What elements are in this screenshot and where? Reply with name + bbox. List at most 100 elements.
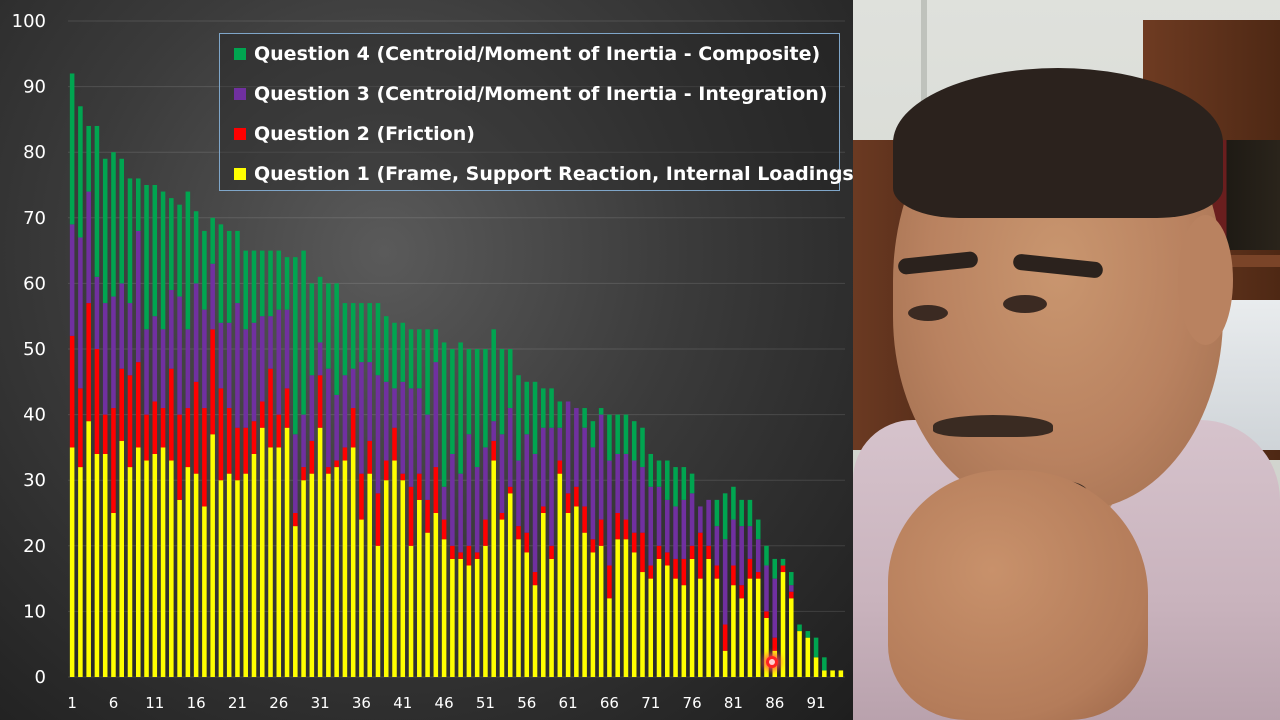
bar-segment-q4 <box>788 572 794 586</box>
bar-segment-q2 <box>615 513 620 540</box>
bar-segment-q4 <box>822 657 827 671</box>
bar-segment-q1 <box>706 558 711 677</box>
bar-segment-q3 <box>119 283 125 369</box>
bar-segment-q4 <box>202 230 207 310</box>
bar-segment-q4 <box>210 217 215 264</box>
webcam-video <box>853 0 1280 720</box>
bar-segment-q3 <box>293 434 298 513</box>
bar-segment-q2 <box>152 401 158 454</box>
bar-segment-q2 <box>689 545 695 559</box>
bar-segment-q1 <box>276 447 282 677</box>
bar-segment-q1 <box>830 670 835 677</box>
bar-segment-q2 <box>648 565 654 579</box>
bar-segment-q1 <box>135 447 141 677</box>
bar-segment-q4 <box>524 381 530 435</box>
bar-segment-q3 <box>474 467 480 553</box>
bar-segment-q3 <box>94 276 100 349</box>
bar-segment-q4 <box>747 499 753 527</box>
bar-segment-q4 <box>367 303 372 363</box>
bar-segment-q3 <box>714 526 720 566</box>
bar-segment-q1 <box>293 526 298 677</box>
bar-segment-q2 <box>127 375 133 468</box>
bar-segment-q4 <box>681 467 687 500</box>
bar-segment-q4 <box>193 211 199 284</box>
bar-segment-q2 <box>86 303 91 422</box>
bar-segment-q4 <box>615 414 620 454</box>
x-tick-label: 61 <box>559 694 578 712</box>
bar-segment-q2 <box>541 506 546 513</box>
bar-segment-q4 <box>86 125 91 192</box>
bar-segment-q2 <box>301 467 306 481</box>
bar-segment-q3 <box>450 453 455 546</box>
legend-item-q3: Question 3 (Centroid/Moment of Inertia -… <box>234 82 828 106</box>
bar-segment-q2 <box>607 565 612 599</box>
bar-segment-q3 <box>499 434 505 513</box>
bar-segment-q3 <box>86 191 91 304</box>
bar-segment-q4 <box>590 421 596 448</box>
bar-segment-q2 <box>185 408 191 468</box>
bar-segment-q3 <box>549 427 554 546</box>
bar-segment-q1 <box>392 460 397 677</box>
bar-segment-q3 <box>383 381 389 461</box>
bar-segment-q1 <box>102 453 108 677</box>
mustache <box>933 415 1053 437</box>
bar-segment-q4 <box>251 250 257 323</box>
x-tick-label: 46 <box>435 694 454 712</box>
bar-segment-q1 <box>797 631 802 677</box>
bar-segment-q1 <box>210 434 215 677</box>
legend: Question 4 (Centroid/Moment of Inertia -… <box>219 33 853 191</box>
bar-segment-q1 <box>788 598 794 677</box>
bar-segment-q2 <box>367 440 372 474</box>
bar-segment-q1 <box>301 480 306 677</box>
bar-segment-q1 <box>516 539 521 677</box>
bar-segment-q1 <box>474 558 480 677</box>
bar-segment-q1 <box>665 565 670 677</box>
bar-segment-q3 <box>301 414 306 468</box>
bar-segment-q3 <box>747 526 753 559</box>
bar-segment-q1 <box>557 473 563 677</box>
bar-segment-q3 <box>557 427 563 461</box>
hand <box>888 470 1148 720</box>
x-tick-label: 31 <box>311 694 330 712</box>
legend-swatch-q4 <box>234 48 246 60</box>
bar-segment-q4 <box>160 191 166 330</box>
bar-segment-q3 <box>689 493 695 546</box>
bar-segment-q3 <box>202 309 207 409</box>
bar-segment-q3 <box>648 486 654 566</box>
bar-segment-q3 <box>169 289 174 369</box>
bar-segment-q1 <box>565 513 571 677</box>
bar-segment-q3 <box>392 388 397 428</box>
bar-segment-q4 <box>135 178 141 231</box>
bar-segment-q4 <box>797 624 802 632</box>
bar-segment-q2 <box>293 513 298 527</box>
bar-segment-q3 <box>656 486 662 546</box>
bar-segment-q3 <box>607 460 612 566</box>
bar-segment-q4 <box>458 342 463 474</box>
bar-segment-q4 <box>293 257 298 435</box>
bar-segment-q4 <box>185 191 191 330</box>
bar-segment-q1 <box>119 440 125 677</box>
bar-segment-q1 <box>549 558 554 677</box>
bar-segment-q4 <box>169 198 174 290</box>
bar-segment-q1 <box>160 447 166 677</box>
legend-label-q3: Question 3 (Centroid/Moment of Inertia -… <box>254 83 828 105</box>
bar-segment-q4 <box>640 427 645 468</box>
bar-segment-q2 <box>747 558 753 579</box>
x-tick-label: 41 <box>393 694 412 712</box>
bar-segment-q1 <box>631 552 637 677</box>
x-tick-label: 86 <box>765 694 784 712</box>
bar-segment-q2 <box>450 545 455 559</box>
legend-swatch-q2 <box>234 128 246 140</box>
bar-segment-q3 <box>665 499 670 553</box>
bar-segment-q2 <box>590 539 596 553</box>
bar-segment-q1 <box>367 473 372 677</box>
y-tick-label: 0 <box>35 667 46 688</box>
bar-segment-q1 <box>202 506 207 677</box>
bar-segment-q1 <box>417 499 422 677</box>
bar-segment-q2 <box>557 460 563 474</box>
bar-segment-q4 <box>400 322 406 382</box>
eye-left <box>908 305 948 321</box>
bar-segment-q1 <box>94 453 100 677</box>
bar-segment-q2 <box>309 440 315 474</box>
bar-segment-q2 <box>681 558 687 586</box>
